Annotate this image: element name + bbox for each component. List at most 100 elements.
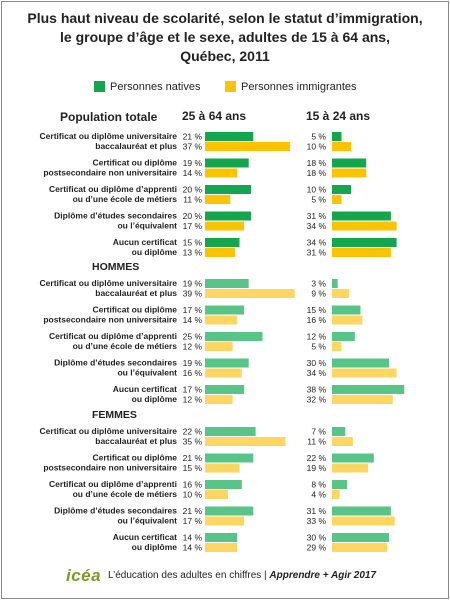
category-label-line1: Certificat ou diplôme universitaire xyxy=(40,131,178,141)
bar-immigrantes xyxy=(205,516,245,526)
footer: icéa L’éducation des adultes en chiffres… xyxy=(2,564,448,588)
group-header: Population totale xyxy=(60,110,158,124)
bar-natives xyxy=(205,158,249,168)
category-label-line1: Aucun certificat xyxy=(113,384,177,394)
bar-immigrantes xyxy=(332,248,391,257)
value-label-natives: 5 % xyxy=(311,132,326,142)
category-label-line1: Diplôme d’études secondaires xyxy=(54,211,177,221)
value-label-immigrantes: 12 % xyxy=(183,342,203,352)
category-label-line1: Certificat ou diplôme xyxy=(92,158,177,168)
value-label-natives: 20 % xyxy=(183,211,203,221)
value-label-immigrantes: 17 % xyxy=(183,516,203,526)
chart: Plus haut niveau de scolarité, selon le … xyxy=(27,10,422,553)
group-header: FEMMES xyxy=(92,409,137,421)
value-label-natives: 19 % xyxy=(183,279,203,289)
value-label-immigrantes: 11 % xyxy=(183,195,202,205)
bar-natives xyxy=(332,158,367,168)
category-label-line2: ou l’équivalent xyxy=(117,368,177,378)
bar-immigrantes xyxy=(205,195,231,204)
bar-immigrantes xyxy=(205,248,235,257)
value-label-natives: 20 % xyxy=(183,185,203,195)
value-label-immigrantes: 5 % xyxy=(311,342,326,352)
value-label-immigrantes: 19 % xyxy=(307,463,327,473)
bar-natives xyxy=(332,453,374,463)
bar-immigrantes xyxy=(332,463,369,473)
legend-label-immigrantes: Personnes immigrantes xyxy=(241,81,357,93)
category-label-line2: baccalauréat et plus xyxy=(95,288,177,298)
footer-tagline-text: L’éducation des adultes en chiffres | xyxy=(108,570,270,581)
bar-natives xyxy=(332,279,338,288)
bar-immigrantes xyxy=(332,195,342,204)
category-label-line2: ou diplôme xyxy=(132,394,178,404)
value-label-natives: 7 % xyxy=(311,427,326,437)
bar-immigrantes xyxy=(332,342,342,351)
value-label-natives: 21 % xyxy=(183,132,203,142)
category-label-line1: Certificat ou diplôme xyxy=(92,453,177,463)
category-label-line1: Certificat ou diplôme xyxy=(92,305,177,315)
category-label-line2: ou l’équivalent xyxy=(117,221,177,231)
category-label-line2: ou d’une école de métiers xyxy=(73,341,178,351)
bar-immigrantes xyxy=(332,437,353,446)
value-label-natives: 22 % xyxy=(183,427,203,437)
bar-natives xyxy=(332,185,351,194)
bar-immigrantes xyxy=(332,142,351,151)
bar-immigrantes xyxy=(332,289,350,298)
bar-immigrantes xyxy=(332,168,367,178)
value-label-immigrantes: 14 % xyxy=(183,315,203,325)
bar-immigrantes xyxy=(332,543,388,552)
legend-swatch-natives xyxy=(94,81,105,92)
bar-natives xyxy=(332,427,346,436)
value-label-immigrantes: 15 % xyxy=(183,463,203,473)
bar-immigrantes xyxy=(205,221,245,231)
value-label-immigrantes: 16 % xyxy=(183,368,203,378)
bar-natives xyxy=(205,453,254,463)
value-label-natives: 34 % xyxy=(307,238,327,248)
value-label-natives: 8 % xyxy=(311,480,326,490)
value-label-immigrantes: 10 % xyxy=(307,142,327,152)
bar-natives xyxy=(205,305,245,315)
value-label-natives: 31 % xyxy=(307,506,327,516)
bar-immigrantes xyxy=(332,315,363,325)
bar-natives xyxy=(332,332,355,341)
value-label-immigrantes: 9 % xyxy=(311,289,326,299)
value-label-natives: 19 % xyxy=(183,358,203,368)
bar-immigrantes xyxy=(205,289,295,298)
value-label-immigrantes: 13 % xyxy=(183,248,203,258)
bar-immigrantes xyxy=(332,368,397,378)
category-label-line1: Diplôme d’études secondaires xyxy=(54,506,177,516)
category-label-line2: postsecondaire non universitaire xyxy=(43,315,177,325)
bar-natives xyxy=(332,305,361,315)
bar-natives xyxy=(205,533,238,542)
bar-immigrantes xyxy=(205,315,238,325)
bar-immigrantes xyxy=(332,221,397,231)
bar-natives xyxy=(205,506,254,516)
category-label-line1: Certificat ou diplôme d’apprenti xyxy=(49,184,177,194)
bar-natives xyxy=(205,132,254,141)
value-label-immigrantes: 37 % xyxy=(183,142,203,152)
category-label-line2: ou diplôme xyxy=(132,542,178,552)
value-label-immigrantes: 32 % xyxy=(307,395,327,405)
value-label-immigrantes: 10 % xyxy=(183,490,203,500)
value-label-natives: 30 % xyxy=(307,358,327,368)
category-label-line1: Aucun certificat xyxy=(113,532,177,542)
bar-natives xyxy=(332,506,391,516)
value-label-immigrantes: 31 % xyxy=(307,248,327,258)
value-label-natives: 22 % xyxy=(307,453,327,463)
value-label-natives: 15 % xyxy=(307,305,327,315)
value-label-immigrantes: 4 % xyxy=(311,490,326,500)
bar-immigrantes xyxy=(205,168,238,178)
value-label-immigrantes: 34 % xyxy=(307,221,327,231)
bar-immigrantes xyxy=(205,342,233,351)
bar-natives xyxy=(205,480,242,489)
value-label-natives: 16 % xyxy=(183,480,203,490)
category-label-line2: ou d’une école de métiers xyxy=(73,194,178,204)
value-label-immigrantes: 35 % xyxy=(183,437,203,447)
bar-immigrantes xyxy=(205,543,238,552)
value-label-natives: 19 % xyxy=(183,158,203,168)
value-label-immigrantes: 16 % xyxy=(307,315,327,325)
value-label-immigrantes: 18 % xyxy=(307,168,327,178)
category-label-line1: Certificat ou diplôme universitaire xyxy=(40,426,178,436)
group-header: HOMMES xyxy=(92,261,139,273)
bar-immigrantes xyxy=(205,395,233,404)
value-label-immigrantes: 17 % xyxy=(183,221,203,231)
